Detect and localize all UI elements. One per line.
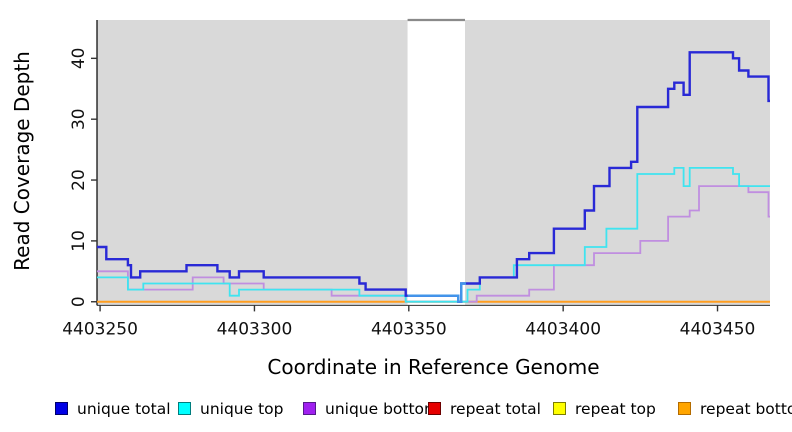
legend-label-repeat-top: repeat top — [575, 400, 656, 418]
x-tick-label: 4403450 — [680, 319, 756, 339]
y-tick-label: 0 — [69, 296, 89, 307]
legend-item-repeat-top: repeat top — [553, 399, 656, 419]
legend-swatch-unique-top — [178, 402, 191, 415]
x-tick-label: 4403250 — [62, 319, 138, 339]
y-tick-label: 10 — [69, 230, 89, 252]
coverage-chart: 0 10 20 30 40 4403250 4403300 4403350 4403400 440… — [62, 18, 770, 339]
series-unique-top — [97, 167, 770, 303]
legend-swatch-repeat-total — [428, 402, 441, 415]
legend-label-unique-top: unique top — [200, 400, 284, 418]
legend-swatch-repeat-bottom — [678, 402, 691, 415]
legend-item-repeat-bottom: repeat bottom — [678, 399, 792, 419]
legend-swatch-unique-bottom — [303, 402, 316, 415]
x-tick-label: 4403400 — [525, 319, 601, 339]
legend-label-unique-total: unique total — [77, 400, 171, 418]
legend-label-repeat-bottom: repeat bottom — [700, 400, 792, 418]
series-unique-total — [97, 51, 770, 303]
legend-item-unique-bottom: unique bottom — [303, 399, 439, 419]
x-axis-title: Coordinate in Reference Genome — [267, 355, 600, 379]
y-tick-label: 40 — [69, 48, 89, 70]
coverage-gap-band — [407, 20, 465, 306]
legend-label-unique-bottom: unique bottom — [325, 400, 440, 418]
y-tick-label: 30 — [69, 108, 89, 130]
legend-item-unique-total: unique total — [55, 399, 171, 419]
x-tick-label: 4403300 — [217, 319, 293, 339]
y-tick-label: 20 — [69, 169, 89, 191]
legend-item-repeat-total: repeat total — [428, 399, 541, 419]
legend-label-repeat-total: repeat total — [450, 400, 541, 418]
legend-swatch-unique-total — [55, 402, 68, 415]
x-tick-label: 4403350 — [371, 319, 447, 339]
y-axis-title: Read Coverage Depth — [10, 51, 34, 271]
legend-swatch-repeat-top — [553, 402, 566, 415]
chart-legend: unique total unique top unique bottom repea… — [0, 399, 792, 425]
legend-item-unique-top: unique top — [178, 399, 283, 419]
series-unique-bottom — [97, 185, 770, 303]
